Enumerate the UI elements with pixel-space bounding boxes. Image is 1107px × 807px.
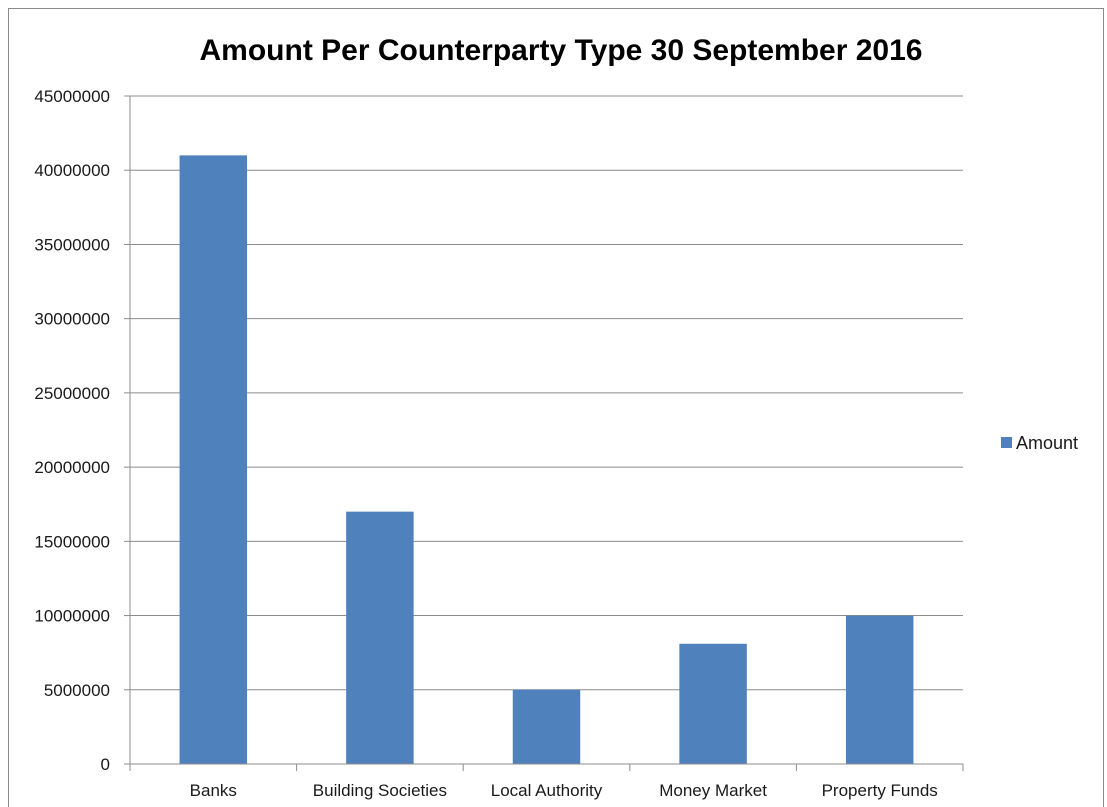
bar (346, 511, 414, 764)
y-tick-label: 35000000 (34, 235, 110, 254)
y-tick-label: 20000000 (34, 458, 110, 477)
axes (129, 96, 964, 771)
y-tick-label: 25000000 (34, 384, 110, 403)
x-category-label: Money Market (659, 781, 767, 800)
legend-entry-amount: Amount (1016, 433, 1078, 453)
y-tick-label: 10000000 (34, 607, 110, 626)
grid-lines (124, 95, 963, 765)
y-tick-label: 40000000 (34, 161, 110, 180)
chart-title: Amount Per Counterparty Type 30 Septembe… (200, 34, 923, 67)
y-tick-label: 45000000 (34, 87, 110, 106)
x-category-label: Banks (190, 781, 237, 800)
y-tick-label: 15000000 (34, 532, 110, 551)
x-category-label: Local Authority (491, 781, 603, 800)
y-tick-label: 0 (101, 755, 110, 774)
legend-swatch (1001, 437, 1012, 448)
x-category-label: Building Societies (313, 781, 447, 800)
x-category-label: Property Funds (822, 781, 938, 800)
bars (179, 155, 914, 764)
y-tick-label: 5000000 (44, 681, 110, 700)
y-axis-tick-labels: 0 5000000 10000000 15000000 20000000 25000000… (34, 87, 110, 774)
legend: Amount (1001, 433, 1078, 453)
bar (512, 689, 581, 764)
x-axis-category-labels: Banks Building Societies Local Authority Mo… (190, 781, 938, 800)
y-tick-label: 30000000 (34, 310, 110, 329)
bar (679, 643, 747, 764)
bar (179, 155, 248, 764)
bar (845, 615, 914, 764)
